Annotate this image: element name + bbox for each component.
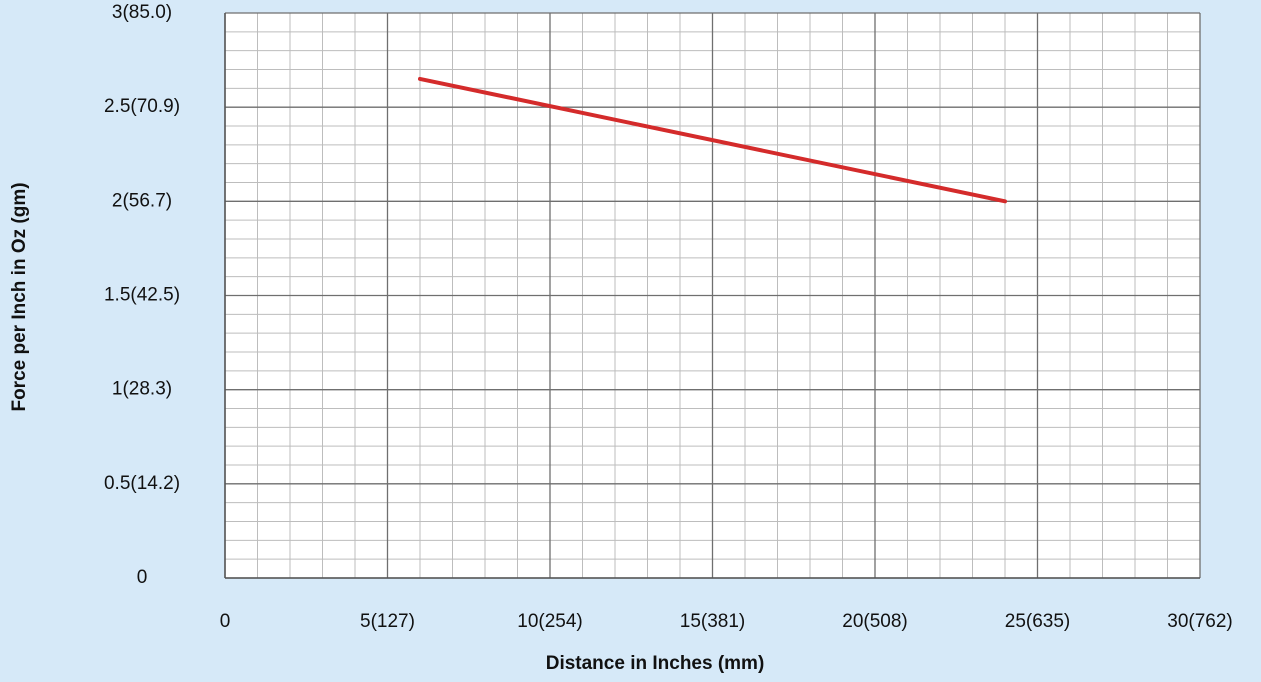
y-tick-label: 1(28.3) [112,379,172,400]
y-tick-label: 2.5(70.9) [104,96,180,117]
x-tick-label: 0 [220,611,231,632]
x-tick-label: 30(762) [1167,611,1233,632]
y-tick-label: 1.5(42.5) [104,285,180,306]
x-tick-label: 5(127) [360,611,415,632]
x-axis-title: Distance in Inches (mm) [546,653,765,674]
line-series [418,76,1007,204]
x-tick-label: 10(254) [517,611,583,632]
y-axis-title: Force per Inch in Oz (gm) [9,182,30,411]
x-tick-label: 25(635) [1005,611,1071,632]
x-tick-label: 15(381) [680,611,746,632]
x-tick-label: 20(508) [842,611,908,632]
y-tick-label: 0.5(14.2) [104,473,180,494]
y-tick-label: 2(56.7) [112,190,172,211]
y-tick-label: 0 [137,567,148,588]
y-tick-label: 3(85.0) [112,2,172,23]
